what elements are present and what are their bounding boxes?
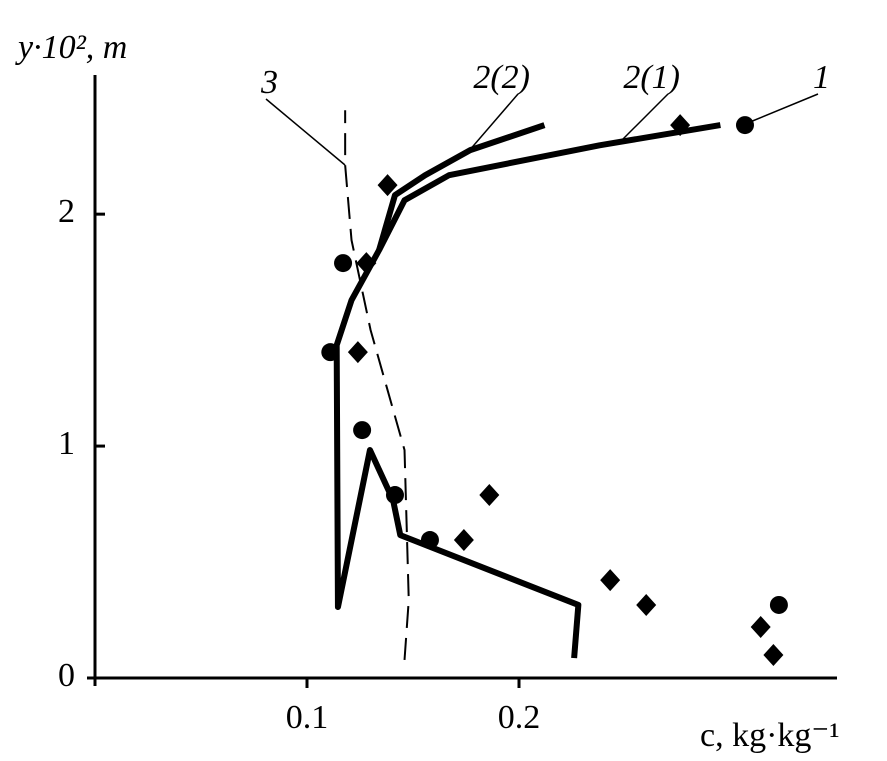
curve [344, 110, 410, 660]
x-tick-label: 0.1 [286, 699, 329, 736]
leader-line [749, 93, 819, 123]
diamond-point [453, 529, 474, 552]
circle-point [353, 421, 372, 440]
y-tick-label: 1 [58, 425, 75, 462]
circle-point [735, 116, 754, 135]
series-label: 2(2) [473, 59, 530, 96]
series-label: 3 [260, 64, 278, 101]
y-tick-label: 2 [58, 193, 75, 230]
diamond-point [600, 569, 621, 592]
circle-point [334, 254, 353, 273]
circle-point [769, 595, 788, 614]
series-label: 1 [813, 59, 830, 96]
diamond-point [347, 341, 368, 364]
series-label: 2(1) [623, 59, 680, 96]
diamond-point [750, 615, 771, 638]
y-axis-label: y·10², m [15, 29, 127, 66]
x-tick-label: 0.2 [498, 699, 541, 736]
diamond-point [377, 174, 398, 197]
diamond-point [479, 484, 500, 507]
leader-line [467, 93, 519, 153]
leader-line [265, 98, 346, 166]
diamond-point [636, 593, 657, 616]
curve [376, 122, 546, 251]
leader-line [621, 93, 669, 141]
curve [333, 122, 721, 659]
diamond-point [763, 644, 784, 667]
y-tick-label: 0 [58, 657, 75, 694]
x-axis-label: c, kg·kg⁻¹ [700, 717, 840, 754]
